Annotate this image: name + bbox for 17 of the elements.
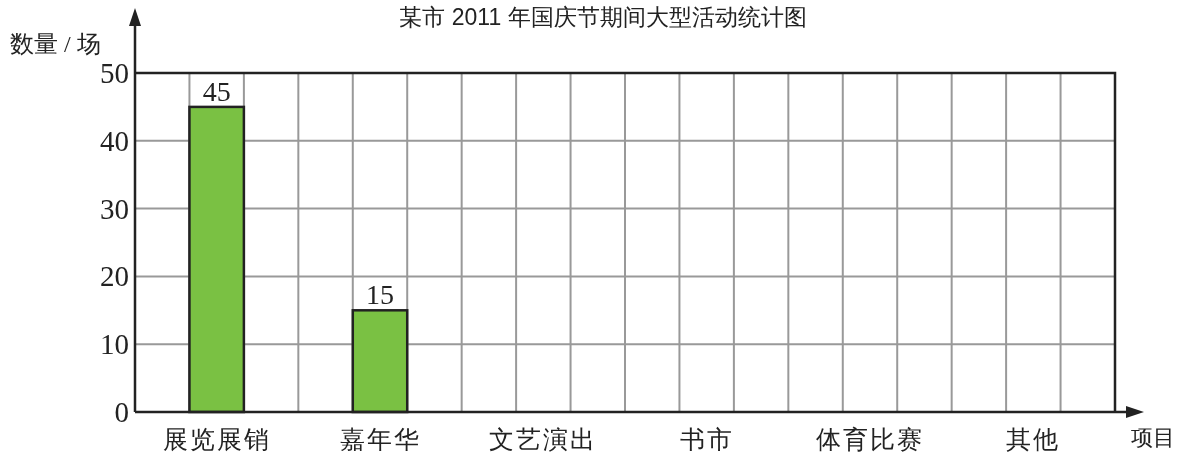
x-axis-title: 项目 [1131,425,1175,450]
y-tick-label: 50 [100,57,129,89]
y-tick-label: 0 [114,396,129,428]
y-tick-label: 20 [100,260,129,293]
y-axis-title: 数量 / 场 [10,31,101,57]
x-tick-label: 书市 [679,426,734,453]
x-tick-label: 文艺演出 [489,426,598,453]
data-label: 15 [366,279,394,311]
y-tick-label: 30 [100,192,129,225]
data-label: 45 [202,75,231,107]
x-tick-label: 展览展销 [162,426,271,453]
y-tick-label: 10 [100,328,129,361]
x-tick-label: 嘉年华 [339,426,421,453]
title: 某市 2011 年国庆节期间大型活动统计图 [399,4,807,30]
x-tick-label: 体育比赛 [816,426,924,453]
x-tick-label: 其他 [1006,426,1061,453]
y-tick-label: 40 [100,124,129,157]
